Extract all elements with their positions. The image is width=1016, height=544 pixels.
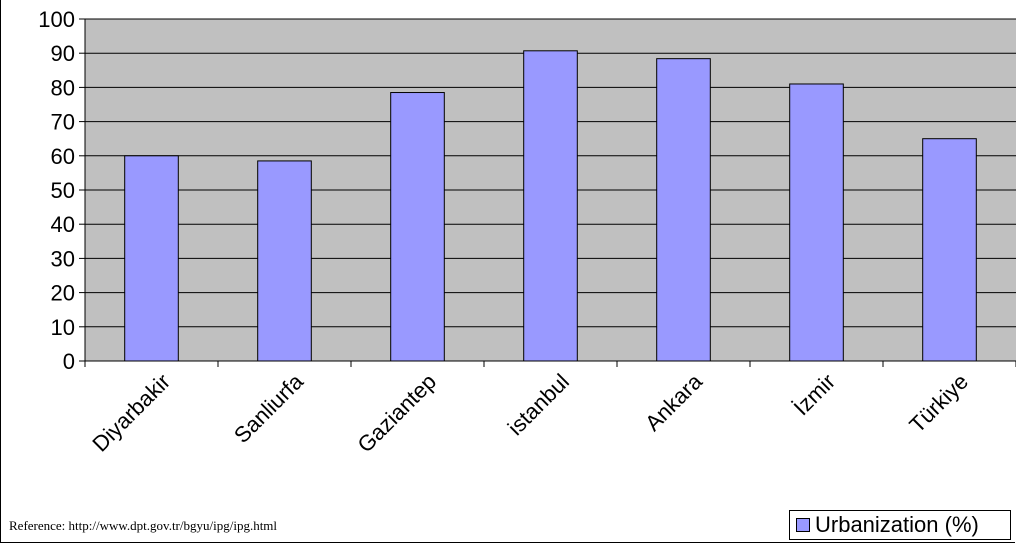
category-label: Ankara <box>640 368 708 436</box>
bar <box>922 138 977 362</box>
y-tick-label: 50 <box>51 178 75 203</box>
y-tick-label: 0 <box>63 349 75 374</box>
reference-note: Reference: http://www.dpt.gov.tr/bgyu/ip… <box>9 518 278 533</box>
bar <box>656 58 711 362</box>
bar <box>124 155 179 362</box>
y-tick-label: 10 <box>51 315 75 340</box>
bar <box>257 160 312 362</box>
legend: Urbanization (%) <box>789 510 1011 540</box>
legend-label: Urbanization (%) <box>815 512 979 537</box>
category-label: Türkiye <box>904 369 973 438</box>
y-tick-label: 100 <box>38 7 75 32</box>
y-tick-label: 90 <box>51 41 75 66</box>
category-label: Sanliurfa <box>229 368 309 448</box>
bar <box>390 92 445 362</box>
y-tick-label: 80 <box>51 75 75 100</box>
category-label: Gaziantep <box>352 369 441 458</box>
bar <box>789 83 844 362</box>
y-tick-label: 70 <box>51 110 75 135</box>
bar <box>523 50 578 362</box>
y-tick-label: 60 <box>51 144 75 169</box>
category-label: İzmir <box>789 369 840 420</box>
category-label: Diyarbakir <box>87 369 175 457</box>
y-tick-label: 20 <box>51 281 75 306</box>
category-label: istanbul <box>503 369 574 440</box>
y-tick-label: 30 <box>51 246 75 271</box>
y-tick-label: 40 <box>51 212 75 237</box>
legend-swatch <box>796 518 810 532</box>
